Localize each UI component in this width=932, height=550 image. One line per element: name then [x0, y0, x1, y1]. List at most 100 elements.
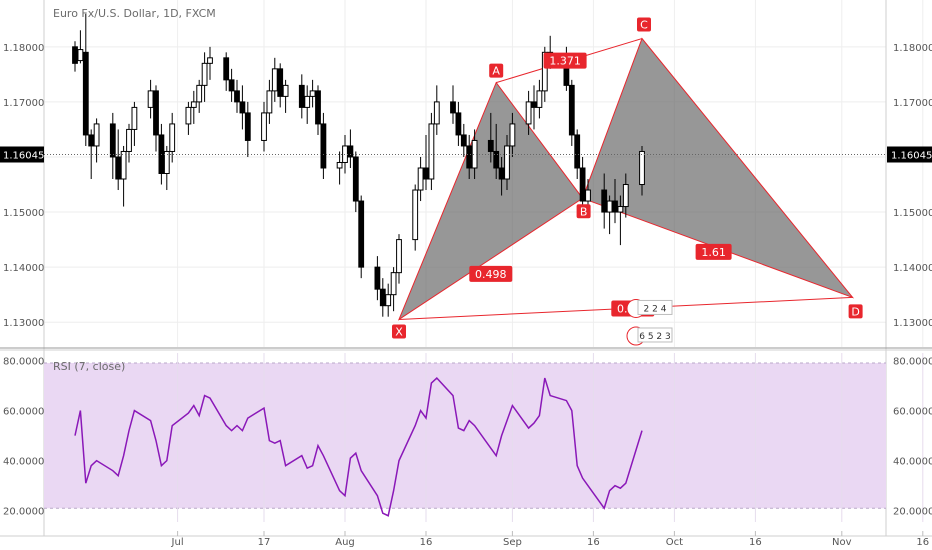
rsi-y-tick-right: 60.0000: [893, 407, 932, 418]
candle: [309, 90, 316, 97]
candle: [374, 266, 381, 290]
candle: [277, 68, 284, 97]
candle: [487, 139, 494, 152]
y-tick-label-left: 1.13000: [3, 318, 44, 329]
candle: [131, 106, 138, 130]
y-tick-label-right: 1.14000: [893, 263, 932, 274]
candle: [450, 101, 456, 114]
candle: [207, 57, 213, 64]
candle: [169, 123, 176, 152]
point-badge-d: [848, 304, 863, 319]
candle: [315, 90, 321, 125]
rsi-y-tick-left: 40.0000: [3, 457, 44, 468]
y-tick-label-left: 1.18000: [3, 43, 44, 54]
candle: [504, 145, 510, 180]
rsi-title: RSI (7, close): [53, 360, 125, 373]
y-tick-label-right: 1.18000: [893, 43, 932, 54]
candle: [358, 200, 365, 268]
candle: [466, 145, 473, 169]
chart-title: Euro Fx/U.S. Dollar, 1D, FXCM: [53, 7, 216, 20]
candle: [568, 84, 575, 136]
candle: [352, 156, 359, 202]
point-label-c: C: [640, 19, 648, 32]
x-tick-label: 16: [420, 537, 433, 548]
candle: [234, 90, 240, 103]
candle: [498, 167, 505, 180]
candle: [455, 112, 462, 136]
candle: [617, 206, 624, 213]
candle: [531, 101, 537, 108]
point-badge-b: [576, 204, 591, 219]
point-label-d: D: [851, 305, 859, 318]
last-price-label-right: 1.16045: [891, 150, 932, 161]
candle: [261, 112, 267, 141]
candle: [298, 84, 305, 108]
candle: [153, 90, 159, 136]
ratio-label: 1.371: [549, 55, 581, 68]
last-price-tag-right: [887, 146, 932, 163]
candle: [109, 123, 116, 158]
candle: [82, 51, 89, 136]
y-tick-label-left: 1.17000: [3, 98, 44, 109]
y-tick-label-right: 1.13000: [893, 318, 932, 329]
x-tick-label: 16: [916, 537, 929, 548]
candle: [460, 134, 467, 147]
last-price-label-left: 1.16045: [3, 150, 44, 161]
candle: [417, 167, 424, 191]
event-count-box: [637, 299, 673, 315]
rsi-line: [74, 376, 643, 517]
candle: [163, 150, 170, 174]
pattern-xab-triangle: [397, 81, 584, 321]
candle: [88, 134, 95, 147]
ratio-badge: [469, 265, 513, 282]
candle: [271, 68, 278, 92]
candle: [509, 123, 516, 147]
candle: [433, 101, 440, 125]
candle: [612, 200, 618, 213]
candle: [541, 51, 548, 92]
ratio-badge: [695, 243, 732, 260]
candle: [428, 123, 435, 180]
rsi-y-tick-left: 80.0000: [3, 357, 44, 368]
point-label-a: A: [492, 65, 500, 78]
rsi-pane: 20.0000 20.0000 40.0000 40.0000 60.0000 60.00…: [3, 353, 932, 522]
y-tick-label-right: 1.17000: [893, 98, 932, 109]
x-tick-label: 17: [258, 537, 271, 548]
candle: [336, 161, 343, 169]
rsi-y-tick-left: 60.0000: [3, 407, 44, 418]
candle: [574, 134, 581, 169]
candle: [72, 46, 78, 64]
x-tick-label: Jul: [171, 537, 184, 548]
event-count: 2 2 4: [644, 304, 667, 314]
y-tick-label-left: 1.15000: [3, 208, 44, 219]
candle: [93, 123, 100, 147]
candle: [126, 128, 132, 152]
rsi-y-tick-right: 20.0000: [893, 507, 932, 518]
candle: [396, 239, 402, 274]
candle: [239, 101, 246, 114]
candle: [228, 79, 235, 92]
x-axis: Jul17Aug16Sep16Oct16Nov16Dec: [0, 531, 932, 548]
rsi-y-tick-right: 80.0000: [893, 357, 932, 368]
x-tick-label: Sep: [503, 537, 522, 548]
candle: [120, 150, 127, 180]
candle: [196, 84, 203, 103]
candle: [282, 84, 289, 97]
candle: [622, 184, 629, 208]
point-label-x: X: [395, 325, 403, 338]
candle: [115, 156, 122, 180]
candle: [585, 189, 591, 202]
point-badge-c: [637, 17, 651, 32]
y-tick-label-right: 1.15000: [893, 208, 932, 219]
candle: [185, 106, 192, 125]
candle: [385, 294, 392, 307]
candle: [412, 189, 419, 241]
point-badge-x: [392, 324, 406, 339]
x-tick-label: Oct: [666, 537, 683, 548]
rsi-band: [44, 363, 886, 509]
point-label-b: B: [580, 205, 588, 218]
candle: [423, 167, 429, 180]
candle: [223, 57, 230, 81]
